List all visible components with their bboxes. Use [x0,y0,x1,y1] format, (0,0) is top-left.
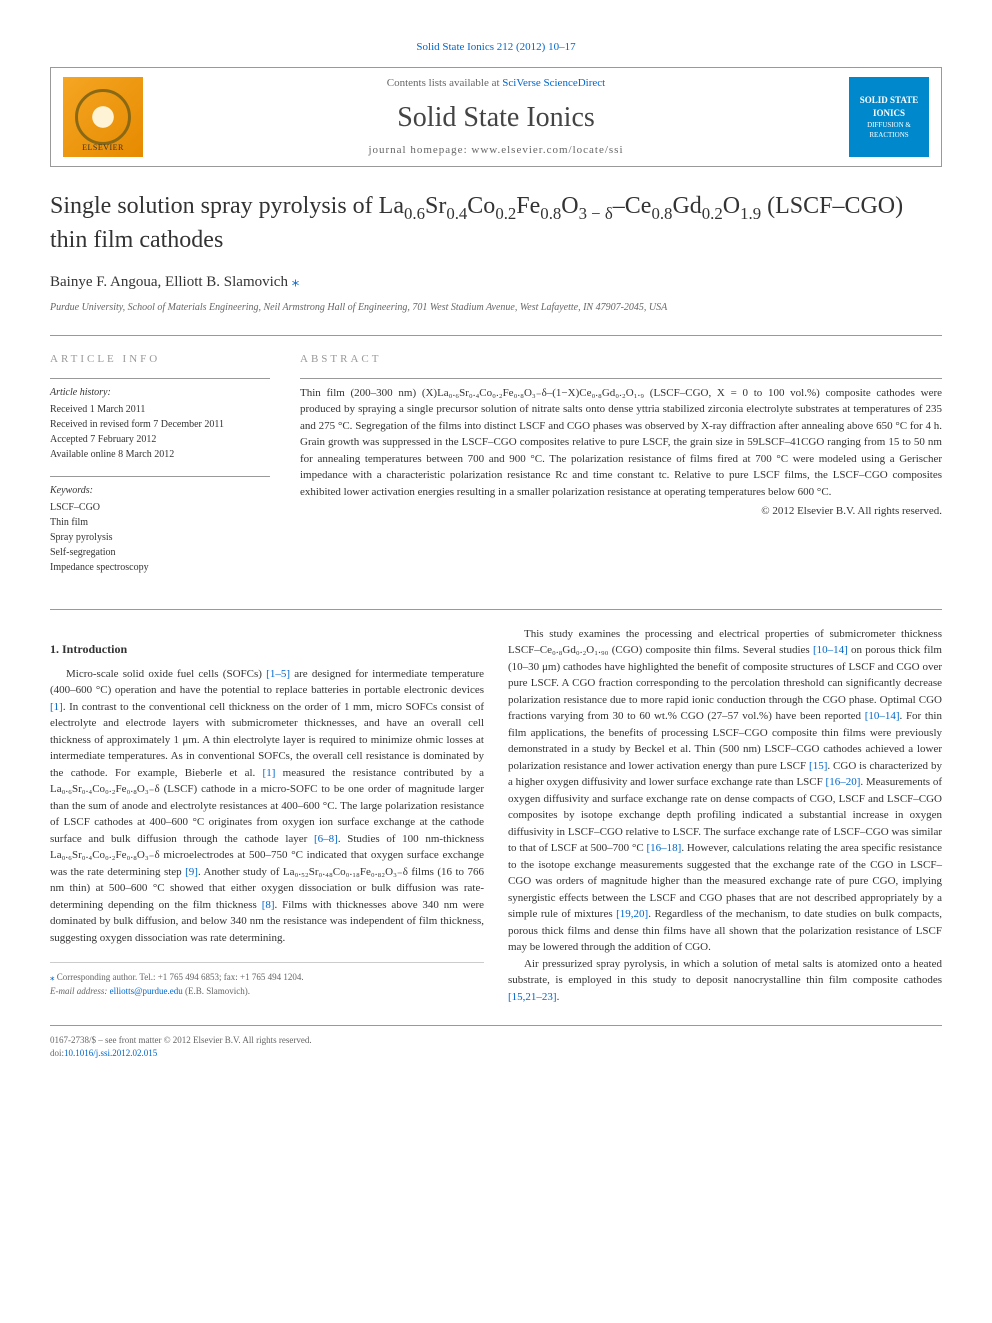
article-title: Single solution spray pyrolysis of La0.6… [50,191,942,256]
journal-header-box: Contents lists available at SciVerse Sci… [50,67,942,167]
keywords-label: Keywords: [50,483,270,498]
keyword: Impedance spectroscopy [50,560,270,575]
abstract-text: Thin film (200–300 nm) (X)La₀.₆Sr₀.₄Co₀.… [300,385,942,501]
divider [50,378,270,379]
ref-link[interactable]: [16–20] [826,776,861,788]
contents-text: Contents lists available at [387,77,502,89]
abstract-col: abstract Thin film (200–300 nm) (X)La₀.₆… [300,352,942,588]
citation-link[interactable]: Solid State Ionics 212 (2012) 10–17 [416,41,575,53]
divider [300,378,942,379]
footer-line-1: 0167-2738/$ – see front matter © 2012 El… [50,1034,942,1047]
ref-link[interactable]: [15] [809,760,827,772]
affiliation: Purdue University, School of Materials E… [50,301,942,315]
doi-label: doi: [50,1048,64,1058]
corr-text: Corresponding author. Tel.: +1 765 494 6… [55,972,304,982]
paragraph: This study examines the processing and e… [508,626,942,956]
footer: 0167-2738/$ – see front matter © 2012 El… [50,1025,942,1059]
divider [50,609,942,610]
section-heading: 1. Introduction [50,640,484,658]
ref-link[interactable]: [1–5] [266,668,290,680]
keyword: Thin film [50,515,270,530]
article-history: Article history: Received 1 March 2011 R… [50,385,270,462]
elsevier-logo-icon [63,77,143,157]
doi-link[interactable]: 10.1016/j.ssi.2012.02.015 [64,1048,157,1058]
history-item: Accepted 7 February 2012 [50,432,270,447]
email-suffix: (E.B. Slamovich). [183,986,250,996]
keywords: Keywords: LSCF–CGO Thin film Spray pyrol… [50,483,270,575]
journal-cover-icon: SOLID STATE IONICS DIFFUSION & REACTIONS [849,77,929,157]
email-link[interactable]: elliotts@purdue.edu [110,986,183,996]
ref-link[interactable]: [8] [262,899,275,911]
abstract-heading: abstract [300,352,942,367]
history-item: Available online 8 March 2012 [50,447,270,462]
history-label: Article history: [50,385,270,400]
ref-link[interactable]: [1] [50,701,63,713]
body-columns: 1. Introduction Micro-scale solid oxide … [50,626,942,1006]
homepage-url: www.elsevier.com/locate/ssi [471,144,623,156]
ref-link[interactable]: [9] [185,866,198,878]
ref-link[interactable]: [1] [263,767,276,779]
footer-doi: doi:10.1016/j.ssi.2012.02.015 [50,1047,942,1060]
corresponding-author-note: ⁎ Corresponding author. Tel.: +1 765 494… [50,962,484,998]
divider [50,335,942,336]
paragraph: Micro-scale solid oxide fuel cells (SOFC… [50,666,484,947]
ref-link[interactable]: [15,21–23] [508,991,557,1003]
keyword: Spray pyrolysis [50,530,270,545]
ref-link[interactable]: [10–14] [813,644,848,656]
divider [50,476,270,477]
keyword: Self-segregation [50,545,270,560]
corresponding-star-link[interactable]: ⁎ [292,274,300,290]
cover-sub: DIFFUSION & REACTIONS [853,121,925,141]
history-item: Received 1 March 2011 [50,402,270,417]
ref-link[interactable]: [6–8] [314,833,338,845]
article-info-col: article info Article history: Received 1… [50,352,270,588]
cover-title: SOLID STATE IONICS [853,94,925,119]
sciencedirect-link[interactable]: SciVerse ScienceDirect [502,77,605,89]
email-label: E-mail address: [50,986,110,996]
homepage-line: journal homepage: www.elsevier.com/locat… [143,143,849,158]
meta-abstract-row: article info Article history: Received 1… [50,352,942,588]
journal-name: Solid State Ionics [143,98,849,137]
homepage-label: journal homepage: [368,144,471,156]
paragraph: Air pressurized spray pyrolysis, in whic… [508,956,942,1006]
author-1: Bainye F. Angoua, [50,274,165,290]
history-item: Received in revised form 7 December 2011 [50,417,270,432]
ref-link[interactable]: [10–14] [865,710,900,722]
article-info-heading: article info [50,352,270,367]
authors: Bainye F. Angoua, Elliott B. Slamovich ⁎ [50,272,942,293]
ref-link[interactable]: [16–18] [647,842,682,854]
header-citation: Solid State Ionics 212 (2012) 10–17 [50,40,942,55]
author-2: Elliott B. Slamovich [165,274,292,290]
copyright: © 2012 Elsevier B.V. All rights reserved… [300,504,942,519]
contents-line: Contents lists available at SciVerse Sci… [143,76,849,91]
keyword: LSCF–CGO [50,500,270,515]
header-center: Contents lists available at SciVerse Sci… [143,76,849,158]
ref-link[interactable]: [19,20] [616,908,648,920]
